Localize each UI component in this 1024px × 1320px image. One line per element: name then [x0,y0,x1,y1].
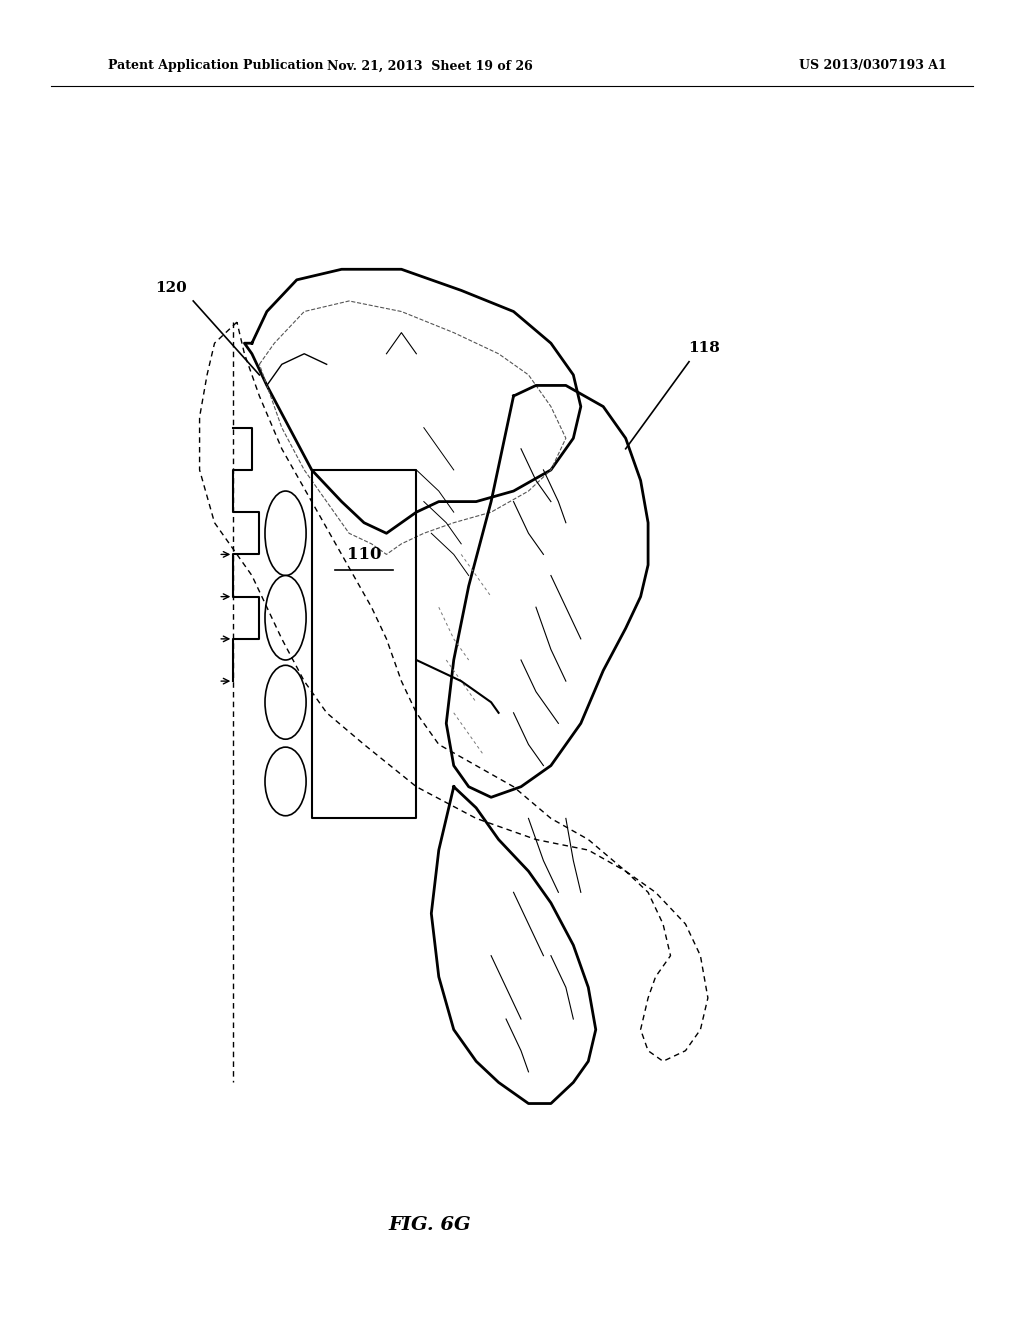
Text: 120: 120 [155,281,186,294]
Text: 110: 110 [347,546,381,562]
Ellipse shape [265,491,306,576]
Text: Nov. 21, 2013  Sheet 19 of 26: Nov. 21, 2013 Sheet 19 of 26 [328,59,532,73]
Ellipse shape [265,576,306,660]
Text: FIG. 6G: FIG. 6G [389,1216,471,1234]
Ellipse shape [265,747,306,816]
Text: US 2013/0307193 A1: US 2013/0307193 A1 [799,59,946,73]
Text: Patent Application Publication: Patent Application Publication [108,59,323,73]
Text: 118: 118 [688,342,720,355]
Ellipse shape [265,665,306,739]
